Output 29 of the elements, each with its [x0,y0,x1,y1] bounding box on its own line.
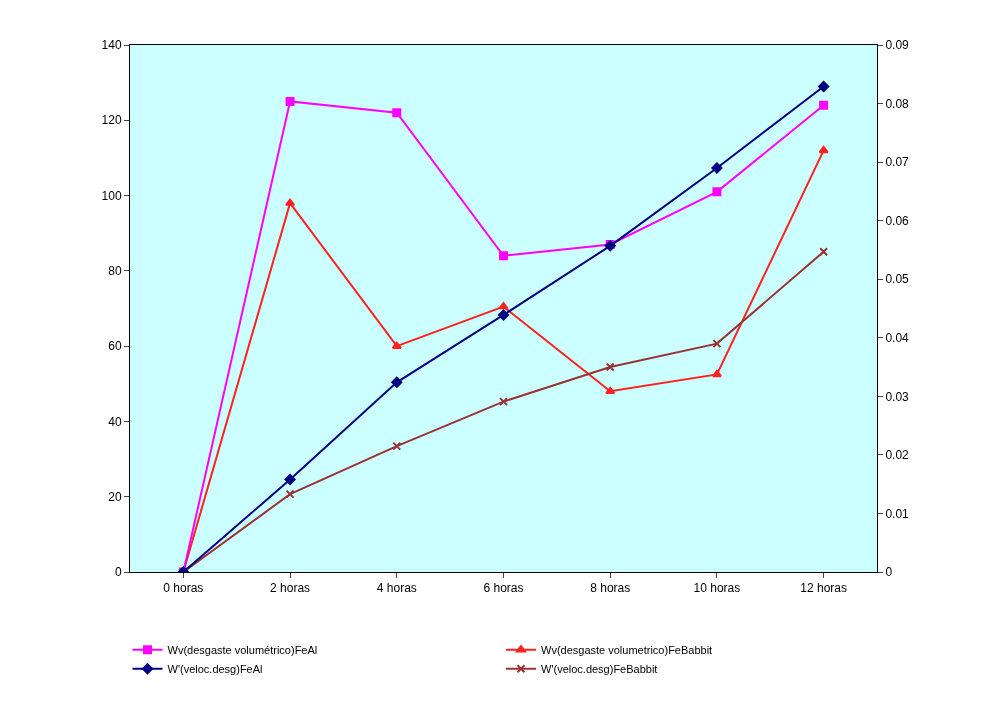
x-tick-label: 6 horas [483,581,524,596]
y-tick-label: 120 [101,113,122,128]
y2-tick-label: 0.04 [885,330,910,345]
legend-label: Wv(desgaste volumétrico)FeAl [167,644,318,657]
x-tick-label: 0 horas [163,581,204,596]
y2-tick-label: 0.07 [885,155,910,170]
legend-label: Wv(desgaste volumetrico)FeBabbit [541,644,713,657]
y-tick-label: 40 [108,414,122,429]
y2-tick-label: 0 [885,565,893,580]
y2-tick-label: 0.03 [885,389,910,404]
y-tick-label: 60 [108,339,122,354]
x-tick-label: 12 horas [800,581,847,596]
y-tick-label: 80 [108,264,122,279]
y2-tick-label: 0.05 [885,272,910,287]
y2-tick-label: 0.09 [885,38,910,53]
y2-tick-label: 0.08 [885,96,910,111]
x-tick-label: 4 horas [376,581,417,596]
legend-label: W'(veloc.desg)FeBabbit [541,663,658,676]
y2-tick-label: 0.06 [885,213,910,228]
y2-tick-label: 0.01 [885,506,910,521]
legend-label: W'(veloc.desg)FeAl [167,663,263,676]
x-tick-label: 10 horas [693,581,741,596]
y-tick-label: 20 [108,489,122,504]
x-tick-label: 2 horas [270,581,311,596]
x-tick-label: 8 horas [590,581,631,596]
y-tick-label: 140 [101,38,122,53]
y-tick-label: 100 [101,188,122,203]
y2-tick-label: 0.02 [885,448,910,463]
y-tick-label: 0 [114,565,122,580]
